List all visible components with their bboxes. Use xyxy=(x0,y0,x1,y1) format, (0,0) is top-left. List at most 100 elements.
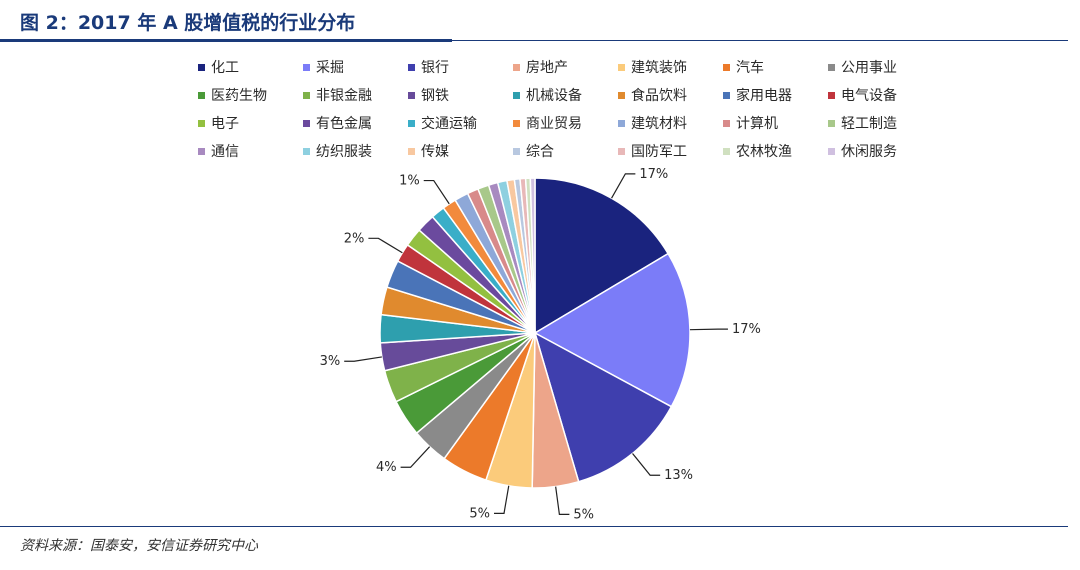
bottom-rule xyxy=(0,526,1068,527)
data-label: 13% xyxy=(664,468,693,483)
legend-item: 钢铁 xyxy=(408,85,449,105)
legend-swatch xyxy=(303,119,310,127)
legend-label: 银行 xyxy=(421,60,449,76)
legend-label: 建筑材料 xyxy=(631,116,687,132)
leader-line xyxy=(494,485,510,514)
legend-swatch xyxy=(408,91,415,99)
legend-swatch xyxy=(513,91,520,99)
legend-label: 纺织服装 xyxy=(316,144,372,160)
legend-item: 商业贸易 xyxy=(513,113,582,133)
legend-swatch xyxy=(408,63,415,71)
legend-swatch xyxy=(723,119,730,127)
leader-line xyxy=(611,173,636,199)
legend-swatch xyxy=(408,147,415,155)
data-label: 17% xyxy=(732,322,761,337)
source-note: 资料来源：国泰安，安信证券研究中心 xyxy=(20,538,258,554)
legend-item: 传媒 xyxy=(408,141,449,161)
legend-label: 电气设备 xyxy=(841,88,897,104)
legend-swatch xyxy=(618,91,625,99)
figure-title: 图 2：2017 年 A 股增值税的行业分布 xyxy=(20,12,356,34)
leader-line xyxy=(344,356,382,362)
legend-item: 银行 xyxy=(408,57,449,77)
data-label: 5% xyxy=(573,507,594,522)
legend-label: 通信 xyxy=(211,144,239,160)
legend-label: 公用事业 xyxy=(841,60,897,76)
legend-label: 有色金属 xyxy=(316,116,372,132)
leader-line xyxy=(368,237,403,254)
legend-swatch xyxy=(303,63,310,71)
legend-item: 电气设备 xyxy=(828,85,897,105)
legend-label: 传媒 xyxy=(421,144,449,160)
legend-label: 采掘 xyxy=(316,60,344,76)
data-label: 1% xyxy=(399,174,420,189)
legend-item: 电子 xyxy=(198,113,239,133)
legend-label: 建筑装饰 xyxy=(631,60,687,76)
pie-slice xyxy=(529,177,536,334)
legend-label: 农林牧渔 xyxy=(736,144,792,160)
legend-item: 通信 xyxy=(198,141,239,161)
pie-slice xyxy=(533,252,691,408)
legend-swatch xyxy=(723,91,730,99)
legend-item: 国防军工 xyxy=(618,141,687,161)
legend-item: 房地产 xyxy=(513,57,568,77)
legend-swatch xyxy=(618,119,625,127)
leader-line xyxy=(632,453,661,476)
legend-label: 非银金融 xyxy=(316,88,372,104)
legend-swatch xyxy=(513,147,520,155)
legend-swatch xyxy=(618,147,625,155)
legend-swatch xyxy=(828,147,835,155)
legend-swatch xyxy=(198,91,205,99)
legend-label: 商业贸易 xyxy=(526,116,582,132)
leader-line xyxy=(689,328,728,331)
legend-label: 轻工制造 xyxy=(841,116,897,132)
legend-item: 轻工制造 xyxy=(828,113,897,133)
pie-slice xyxy=(533,331,673,483)
legend-label: 国防军工 xyxy=(631,144,687,160)
legend-item: 建筑材料 xyxy=(618,113,687,133)
legend-item: 家用电器 xyxy=(723,85,792,105)
legend-swatch xyxy=(513,119,520,127)
legend-item: 农林牧渔 xyxy=(723,141,792,161)
leader-line xyxy=(555,486,570,515)
legend-label: 电子 xyxy=(211,116,239,132)
legend-swatch xyxy=(198,63,205,71)
legend-label: 化工 xyxy=(211,60,239,76)
data-label: 4% xyxy=(376,460,397,475)
pie-chart: 17% 17% 13% 5% 5% 4% 3% 2% 1% xyxy=(320,167,761,522)
legend-item: 计算机 xyxy=(723,113,778,133)
legend-item: 建筑装饰 xyxy=(618,57,687,77)
data-label: 3% xyxy=(320,354,341,369)
legend-swatch xyxy=(198,119,205,127)
legend-swatch xyxy=(723,147,730,155)
legend-item: 化工 xyxy=(198,57,239,77)
legend-item: 公用事业 xyxy=(828,57,897,77)
legend-swatch xyxy=(618,63,625,71)
legend-item: 机械设备 xyxy=(513,85,582,105)
legend-label: 家用电器 xyxy=(736,88,792,104)
data-label: 2% xyxy=(344,231,365,246)
legend-item: 交通运输 xyxy=(408,113,477,133)
legend-label: 休闲服务 xyxy=(841,144,897,160)
legend-swatch xyxy=(198,147,205,155)
legend-swatch xyxy=(828,119,835,127)
leader-line xyxy=(423,179,450,205)
legend-label: 房地产 xyxy=(526,60,568,76)
legend-item: 采掘 xyxy=(303,57,344,77)
legend-item: 综合 xyxy=(513,141,554,161)
legend-swatch xyxy=(408,119,415,127)
legend-label: 综合 xyxy=(526,144,554,160)
legend-label: 医药生物 xyxy=(211,88,267,104)
legend-item: 汽车 xyxy=(723,57,764,77)
legend-label: 汽车 xyxy=(736,60,764,76)
legend-label: 钢铁 xyxy=(421,88,449,104)
legend-swatch xyxy=(303,91,310,99)
legend-swatch xyxy=(828,63,835,71)
legend-label: 计算机 xyxy=(736,116,778,132)
leader-line xyxy=(400,446,431,468)
legend-item: 食品饮料 xyxy=(618,85,687,105)
legend-item: 纺织服装 xyxy=(303,141,372,161)
data-label: 5% xyxy=(469,506,490,521)
top-rule xyxy=(0,40,1068,41)
legend-swatch xyxy=(723,63,730,71)
legend-swatch xyxy=(303,147,310,155)
